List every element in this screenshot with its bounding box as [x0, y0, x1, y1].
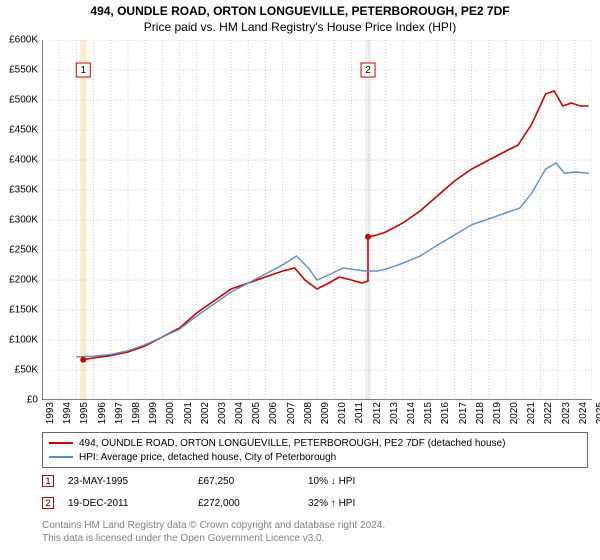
legend-item: 494, OUNDLE ROAD, ORTON LONGUEVILLE, PET…: [49, 436, 581, 450]
x-tick-label: 2006: [268, 402, 279, 424]
price-chart: 12 £0£50K£100K£150K£200K£250K£300K£350K£…: [42, 40, 592, 424]
legend: 494, OUNDLE ROAD, ORTON LONGUEVILLE, PET…: [42, 432, 588, 468]
x-tick-label: 2025: [595, 402, 600, 424]
sale-row: 1 23-MAY-1995 £67,250 10% ↓ HPI: [42, 470, 588, 492]
x-tick-label: 1997: [114, 402, 125, 424]
footer-line: Contains HM Land Registry data © Crown c…: [42, 520, 385, 533]
y-tick-label: £50K: [15, 365, 38, 376]
legend-label: 494, OUNDLE ROAD, ORTON LONGUEVILLE, PET…: [79, 438, 505, 449]
x-tick-label: 2007: [286, 402, 297, 424]
y-tick-label: £600K: [9, 35, 38, 46]
y-tick-label: £500K: [9, 95, 38, 106]
x-tick-label: 2012: [372, 402, 383, 424]
sale-price: £272,000: [198, 498, 308, 509]
legend-swatch: [49, 456, 73, 458]
x-tick-label: 1996: [97, 402, 108, 424]
y-tick-label: £0: [27, 395, 38, 406]
x-tick-label: 2004: [234, 402, 245, 424]
sale-row: 2 19-DEC-2011 £272,000 32% ↑ HPI: [42, 492, 588, 514]
x-tick-label: 2017: [458, 402, 469, 424]
sale-marker-icon: 1: [42, 475, 54, 487]
sale-date: 19-DEC-2011: [68, 498, 198, 509]
legend-label: HPI: Average price, detached house, City…: [79, 452, 336, 463]
x-tick-label: 1994: [62, 402, 73, 424]
y-tick-label: £200K: [9, 275, 38, 286]
y-tick-label: £300K: [9, 215, 38, 226]
footer-attribution: Contains HM Land Registry data © Crown c…: [42, 520, 385, 545]
sale-date: 23-MAY-1995: [68, 476, 198, 487]
sale-delta: 10% ↓ HPI: [308, 476, 428, 487]
x-tick-label: 2000: [165, 402, 176, 424]
x-tick-label: 1999: [148, 402, 159, 424]
x-tick-label: 2019: [492, 402, 503, 424]
x-tick-label: 2002: [200, 402, 211, 424]
x-tick-label: 2003: [217, 402, 228, 424]
legend-swatch: [49, 442, 73, 444]
y-tick-label: £250K: [9, 245, 38, 256]
x-tick-label: 1998: [131, 402, 142, 424]
x-tick-label: 2021: [526, 402, 537, 424]
page-title: 494, OUNDLE ROAD, ORTON LONGUEVILLE, PET…: [0, 0, 600, 18]
x-tick-label: 2013: [389, 402, 400, 424]
svg-text:2: 2: [365, 65, 371, 76]
sale-delta: 32% ↑ HPI: [308, 498, 428, 509]
sale-marker-icon: 2: [42, 497, 54, 509]
x-tick-label: 2016: [440, 402, 451, 424]
x-tick-label: 2005: [251, 402, 262, 424]
y-tick-label: £150K: [9, 305, 38, 316]
x-tick-label: 2001: [183, 402, 194, 424]
footer-line: This data is licensed under the Open Gov…: [42, 533, 385, 546]
x-tick-label: 2014: [406, 402, 417, 424]
x-tick-label: 2022: [543, 402, 554, 424]
x-tick-label: 2010: [337, 402, 348, 424]
y-tick-label: £550K: [9, 65, 38, 76]
chart-svg: 12: [42, 40, 592, 400]
y-tick-label: £100K: [9, 335, 38, 346]
sale-price: £67,250: [198, 476, 308, 487]
x-tick-label: 2008: [303, 402, 314, 424]
y-tick-label: £400K: [9, 155, 38, 166]
svg-text:1: 1: [80, 65, 86, 76]
y-tick-label: £450K: [9, 125, 38, 136]
x-tick-label: 2023: [561, 402, 572, 424]
x-tick-label: 2024: [578, 402, 589, 424]
sales-table: 1 23-MAY-1995 £67,250 10% ↓ HPI 2 19-DEC…: [42, 470, 588, 514]
x-tick-label: 1993: [45, 402, 56, 424]
legend-item: HPI: Average price, detached house, City…: [49, 450, 581, 464]
x-tick-label: 2015: [423, 402, 434, 424]
x-tick-label: 2011: [354, 402, 365, 424]
page-subtitle: Price paid vs. HM Land Registry's House …: [0, 18, 600, 34]
y-tick-label: £350K: [9, 185, 38, 196]
x-tick-label: 2009: [320, 402, 331, 424]
x-tick-label: 1995: [79, 402, 90, 424]
x-tick-label: 2018: [475, 402, 486, 424]
x-tick-label: 2020: [509, 402, 520, 424]
